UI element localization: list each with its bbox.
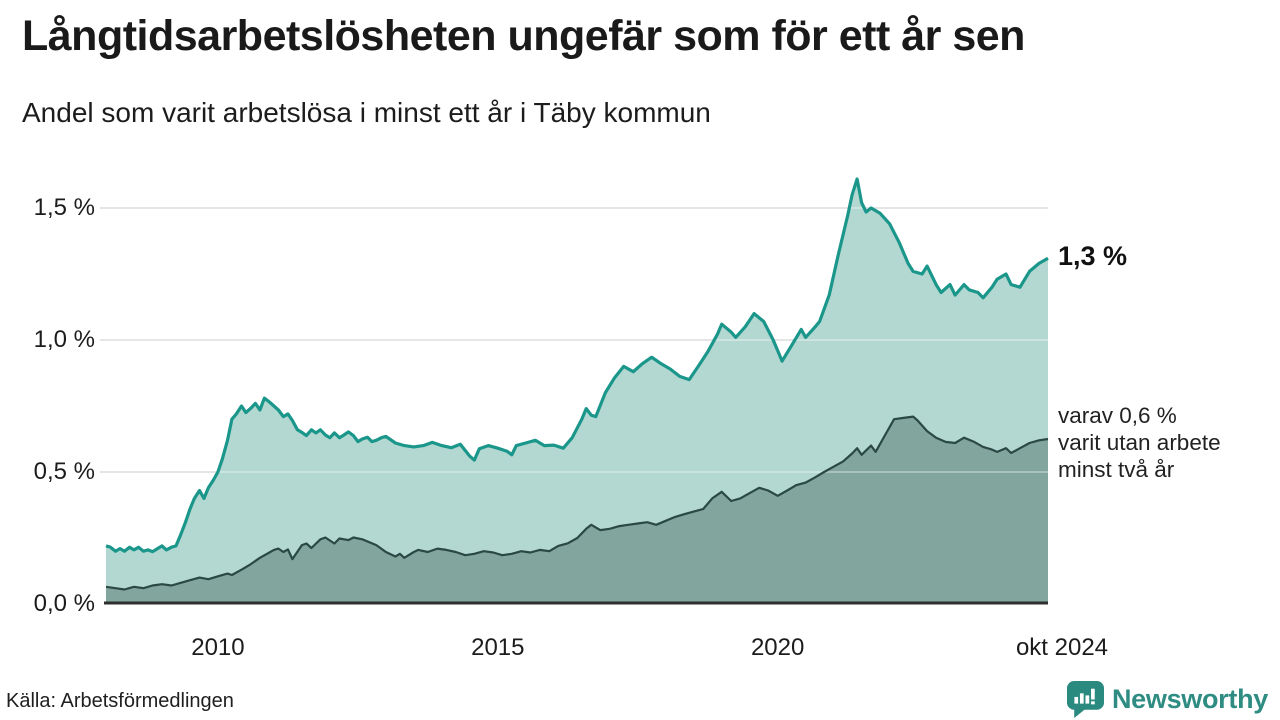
- brand-logo: Newsworthy: [1066, 681, 1268, 718]
- x-tick-label: okt 2024: [1015, 634, 1109, 661]
- y-tick-label: 0,5 %: [33, 458, 95, 485]
- latest-value-label: 1,3 %: [1058, 241, 1128, 272]
- source-note: Källa: Arbetsförmedlingen: [6, 690, 234, 712]
- y-tick-label: 1,0 %: [33, 326, 95, 353]
- area-fill-two-years: [106, 416, 1048, 604]
- annotation-line-3: minst två år: [1058, 457, 1175, 482]
- chart-subtitle: Andel som varit arbetslösa i minst ett å…: [22, 97, 711, 128]
- line-one-year: [105, 177, 1049, 554]
- annotation-line-2: varit utan arbete: [1058, 430, 1221, 455]
- line-two-years: [105, 415, 1049, 591]
- newsworthy-icon: [1066, 681, 1104, 718]
- x-tick-label: 2015: [471, 634, 525, 661]
- y-tick-label: 0,0 %: [33, 590, 95, 617]
- page-title: Långtidsarbetslösheten ungefär som för e…: [22, 12, 1025, 60]
- y-tick-label: 1,5 %: [33, 194, 95, 221]
- dark-series-annotation: varav 0,6 % varit utan arbete minst två …: [1058, 402, 1221, 483]
- x-tick-label: 2010: [191, 634, 245, 661]
- annotation-line-1: varav 0,6 %: [1058, 403, 1177, 428]
- brand-name: Newsworthy: [1111, 684, 1268, 714]
- x-tick-label: 2020: [750, 634, 805, 661]
